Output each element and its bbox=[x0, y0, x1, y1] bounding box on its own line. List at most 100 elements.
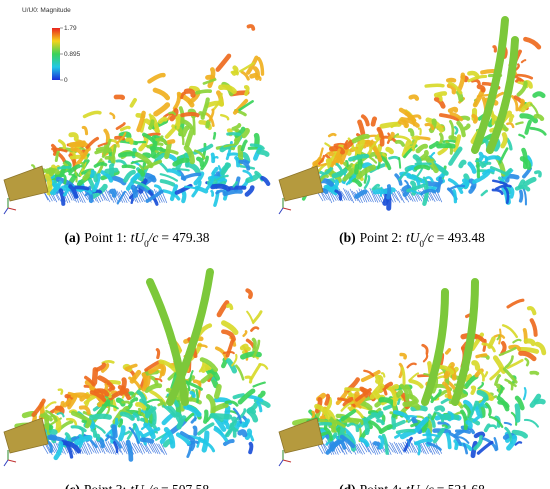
vortex bbox=[522, 387, 527, 401]
vortex bbox=[456, 436, 470, 444]
vortex bbox=[388, 155, 401, 161]
vortex bbox=[130, 397, 139, 404]
vortex bbox=[514, 395, 525, 411]
vortex bbox=[82, 110, 102, 119]
vortex bbox=[109, 112, 116, 120]
vortex bbox=[437, 421, 450, 427]
vortex bbox=[457, 72, 466, 92]
vortex bbox=[344, 387, 361, 392]
vortex bbox=[449, 111, 464, 122]
caption: (a) Point 1: tU0/c = 479.38 bbox=[64, 230, 209, 249]
vortex bbox=[222, 189, 243, 197]
vortex bbox=[518, 133, 526, 139]
vortex bbox=[492, 45, 497, 53]
vortex bbox=[342, 167, 356, 182]
vortex bbox=[482, 168, 496, 176]
streak bbox=[81, 191, 88, 201]
vortex bbox=[249, 72, 259, 79]
colorbar-tick-label: 0.895 bbox=[64, 51, 81, 58]
symbol: tU bbox=[406, 482, 421, 489]
streak bbox=[338, 443, 346, 455]
vortex bbox=[399, 383, 410, 402]
vortex bbox=[328, 418, 346, 428]
vortex bbox=[476, 400, 483, 419]
vortex bbox=[501, 324, 519, 339]
vortex bbox=[524, 357, 530, 367]
vortex bbox=[232, 393, 245, 400]
vortex bbox=[448, 119, 455, 140]
streak bbox=[94, 440, 102, 453]
vortex bbox=[438, 113, 460, 122]
streak bbox=[369, 440, 377, 455]
vortex bbox=[458, 159, 467, 169]
point-label: Point 4: bbox=[360, 482, 402, 489]
vortex bbox=[48, 167, 55, 177]
vortex bbox=[253, 132, 260, 148]
vortex bbox=[49, 180, 63, 195]
vortex bbox=[441, 424, 448, 429]
vortex bbox=[66, 417, 78, 426]
vortex bbox=[172, 157, 190, 167]
vortex bbox=[245, 173, 260, 184]
vortex-tube bbox=[471, 16, 509, 154]
streak bbox=[83, 441, 91, 455]
streak bbox=[87, 443, 95, 453]
vortex bbox=[214, 346, 228, 361]
vortex bbox=[453, 125, 459, 135]
vortex bbox=[252, 310, 263, 324]
vortex bbox=[121, 400, 131, 405]
vortex bbox=[108, 188, 117, 198]
vortex bbox=[386, 184, 392, 200]
vortex bbox=[115, 131, 127, 145]
vortex bbox=[250, 363, 262, 380]
vortex bbox=[132, 412, 140, 422]
vortex bbox=[489, 366, 503, 381]
vortex bbox=[90, 427, 98, 438]
vortex bbox=[224, 400, 239, 407]
vortex bbox=[183, 88, 196, 98]
vortex bbox=[470, 385, 477, 395]
vortex bbox=[492, 355, 507, 374]
vortex bbox=[78, 405, 91, 415]
vortex bbox=[134, 152, 154, 169]
vortex bbox=[378, 424, 393, 435]
vortex bbox=[167, 168, 182, 177]
vortex bbox=[179, 431, 195, 443]
vortex bbox=[180, 172, 202, 181]
vortex bbox=[448, 184, 466, 191]
vortex bbox=[95, 146, 112, 153]
vortex bbox=[532, 91, 546, 99]
vortex bbox=[128, 426, 140, 445]
vortex bbox=[61, 173, 67, 185]
streak bbox=[46, 443, 53, 456]
vortex bbox=[229, 425, 237, 438]
vortex bbox=[385, 146, 394, 155]
vortex bbox=[240, 70, 250, 81]
vortex bbox=[415, 415, 425, 420]
vortex bbox=[433, 389, 442, 401]
vortex bbox=[395, 428, 416, 435]
streak bbox=[107, 190, 115, 203]
vortex bbox=[463, 123, 471, 131]
vortex bbox=[168, 111, 177, 116]
vortex bbox=[477, 151, 484, 163]
vortex bbox=[205, 393, 216, 415]
vortex-tube bbox=[451, 278, 479, 406]
vortex bbox=[476, 440, 494, 455]
vortex bbox=[194, 185, 209, 194]
vortex bbox=[260, 175, 271, 186]
vortex bbox=[533, 113, 545, 122]
wing bbox=[3, 417, 49, 454]
vortex bbox=[371, 183, 381, 191]
subscript: 0 bbox=[420, 239, 425, 249]
streak bbox=[120, 439, 128, 455]
vortex bbox=[520, 58, 527, 64]
vortex bbox=[487, 336, 496, 349]
vortex bbox=[106, 382, 114, 390]
vortex bbox=[497, 400, 510, 409]
vortex bbox=[138, 135, 149, 152]
vortex bbox=[232, 181, 239, 188]
vortex bbox=[123, 430, 131, 436]
vortex bbox=[104, 155, 115, 164]
vortex bbox=[166, 139, 176, 145]
